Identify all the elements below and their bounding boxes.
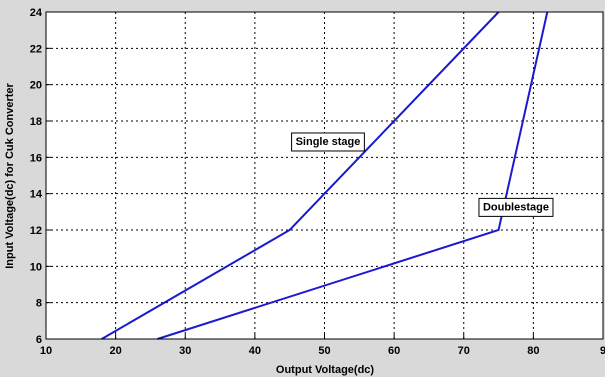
x-tick-label: 10: [40, 345, 52, 357]
x-tick-label: 30: [179, 345, 191, 357]
plot-area: [46, 12, 603, 339]
x-tick-label: 9: [600, 345, 605, 357]
y-tick-label: 18: [30, 116, 42, 128]
axis-ticks: 10 20 30 40 50 60 70 80 9 6 8 10 12 14 16 18 20 22 24: [30, 7, 605, 357]
x-tick-label: 60: [388, 345, 400, 357]
y-tick-label: 24: [30, 7, 43, 19]
y-tick-label: 22: [30, 43, 42, 55]
x-tick-label: 70: [458, 345, 470, 357]
y-tick-label: 16: [30, 152, 42, 164]
data-series: [101, 11, 549, 340]
y-tick-label: 20: [30, 80, 42, 92]
double-stage-annotation: Doublestage: [478, 197, 554, 217]
annotation-box: [478, 197, 554, 217]
x-tick-label: 50: [318, 345, 330, 357]
y-tick-label: 10: [30, 261, 42, 273]
x-tick-label: 20: [110, 345, 122, 357]
single-stage-annotation: Single stage: [291, 132, 365, 152]
y-tick-label: 8: [36, 298, 42, 310]
single-stage-line: [101, 11, 500, 340]
double-stage-line: [157, 11, 549, 340]
annotation-box: [291, 132, 365, 152]
y-tick-label: 12: [30, 225, 42, 237]
y-tick-label: 6: [36, 334, 42, 346]
x-axis-label: Output Voltage(dc): [276, 364, 375, 376]
x-tick-label: 40: [249, 345, 261, 357]
x-tick-label: 80: [527, 345, 539, 357]
y-tick-label: 14: [30, 189, 43, 201]
y-axis-label: Input Voltage(dc) for Cuk Converter: [4, 82, 16, 268]
annotation-text: Single stage: [296, 136, 361, 148]
annotation-text: Doublestage: [483, 201, 549, 213]
annotations: Single stage Doublestage: [291, 132, 554, 217]
